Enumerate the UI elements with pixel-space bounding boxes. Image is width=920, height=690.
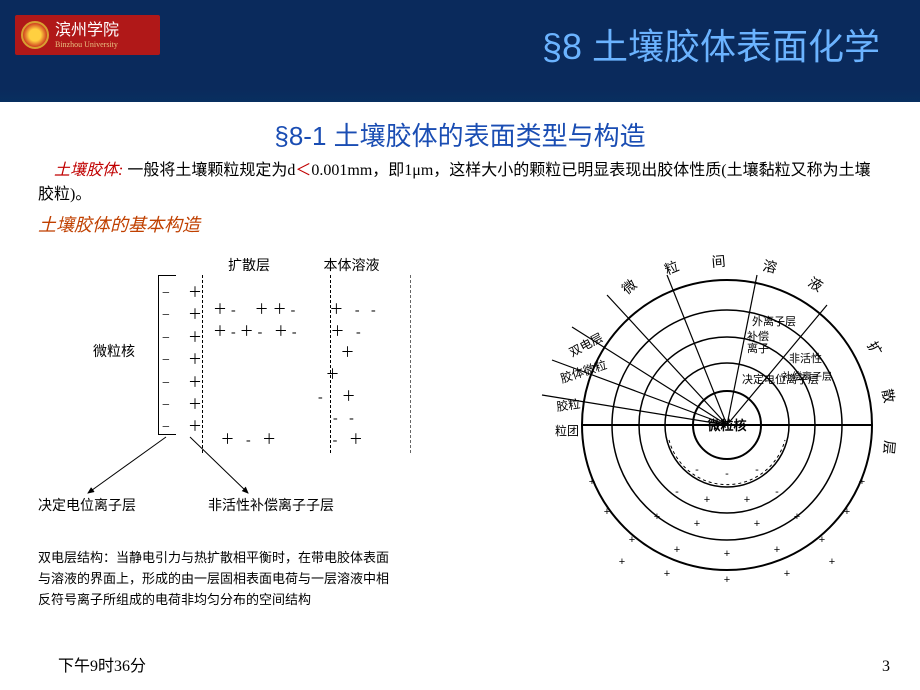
footer-timestamp: 下午9时36分 [58, 652, 146, 676]
left-schematic-diagram: 扩散层 本体溶液 微粒核 −−−−−−− ＋＋＋＋＋＋＋ ＋- ＋＋- ＋ - … [38, 255, 458, 515]
svg-text:-: - [695, 464, 699, 476]
svg-text:+: + [829, 556, 835, 568]
svg-text:层: 层 [880, 440, 896, 455]
svg-text:+: + [654, 511, 660, 523]
svg-text:+: + [664, 568, 670, 580]
svg-text:+: + [819, 534, 825, 546]
svg-text:微: 微 [619, 277, 640, 298]
svg-text:+: + [724, 548, 730, 560]
section-subtitle: §8-1 土壤胶体的表面类型与构造 [38, 116, 882, 153]
footer-page-number: 3 [882, 658, 890, 676]
svg-text:+: + [604, 506, 610, 518]
svg-text:+: + [794, 511, 800, 523]
svg-text:粒: 粒 [663, 259, 682, 279]
header-divider [0, 102, 920, 104]
svg-text:液: 液 [805, 275, 825, 296]
svg-text:+: + [784, 568, 790, 580]
university-logo: 滨州学院 Binzhou University [15, 15, 160, 55]
slide-header: 滨州学院 Binzhou University §8 土壤胶体表面化学 [0, 0, 920, 104]
colloid-micelle-label: 胶体微粒 [558, 357, 608, 386]
logo-badge-icon [21, 21, 49, 49]
structure-title: 土壤胶体的基本构造 [38, 211, 882, 237]
svg-text:离子: 离子 [747, 341, 769, 355]
svg-text:-: - [755, 464, 759, 476]
svg-text:+: + [629, 534, 635, 546]
inactive-comp-label: 非活性 [789, 351, 822, 365]
svg-text:-: - [725, 468, 729, 480]
colloid-particle-label: 胶粒 [555, 396, 581, 414]
slide-content: §8-1 土壤胶体的表面类型与构造 土壤胶体: 一般将土壤颗粒规定为d＜0.00… [0, 104, 920, 237]
svg-text:间: 间 [711, 254, 726, 271]
chapter-title: §8 土壤胶体表面化学 [542, 18, 880, 70]
less-than-symbol: ＜ [295, 162, 311, 179]
bottom-explanation: 双电层结构：当静电引力与热扩散相平衡时，在带电胶体表面与溶液的界面上，形成的由一… [38, 548, 398, 610]
logo-subtitle: Binzhou University [55, 40, 119, 49]
svg-text:扩: 扩 [864, 339, 885, 359]
svg-text:+: + [754, 518, 760, 530]
comp-ion-label: 补偿 [747, 329, 769, 343]
svg-text:+: + [859, 476, 865, 488]
outer-ion-label: 外离子层 [752, 314, 796, 328]
svg-text:-: - [675, 486, 679, 498]
svg-text:+: + [844, 506, 850, 518]
svg-text:散: 散 [878, 388, 897, 405]
svg-text:+: + [619, 556, 625, 568]
svg-text:溶: 溶 [761, 258, 778, 277]
svg-text:+: + [589, 476, 595, 488]
definition-paragraph: 土壤胶体: 一般将土壤颗粒规定为d＜0.001mm，即1μm，这样大小的颗粒已明… [38, 159, 882, 207]
svg-text:+: + [744, 494, 750, 506]
aggregate-label: 粒团 [555, 423, 579, 438]
svg-text:+: + [724, 574, 730, 586]
svg-text:-: - [775, 486, 779, 498]
definition-term: 土壤胶体: [54, 162, 123, 179]
center-core-label: 微粒核 [706, 418, 746, 433]
svg-text:+: + [704, 494, 710, 506]
def-text-a: 一般将土壤颗粒规定为d [127, 162, 295, 179]
svg-text:+: + [694, 518, 700, 530]
svg-text:+: + [774, 544, 780, 556]
logo-name: 滨州学院 [55, 22, 119, 39]
label-potential-ion-layer: 决定电位离子层 [38, 495, 136, 515]
right-circular-diagram: - - - - + + - + + + + + + + + + + + + + + + + + + 微粒核 外离子层… [532, 250, 902, 590]
svg-text:+: + [674, 544, 680, 556]
arrow-overlay [38, 255, 458, 515]
potential-layer-label: 决定电位离子层 [742, 372, 819, 386]
label-inactive-comp-layer: 非活性补偿离子子层 [208, 495, 334, 515]
